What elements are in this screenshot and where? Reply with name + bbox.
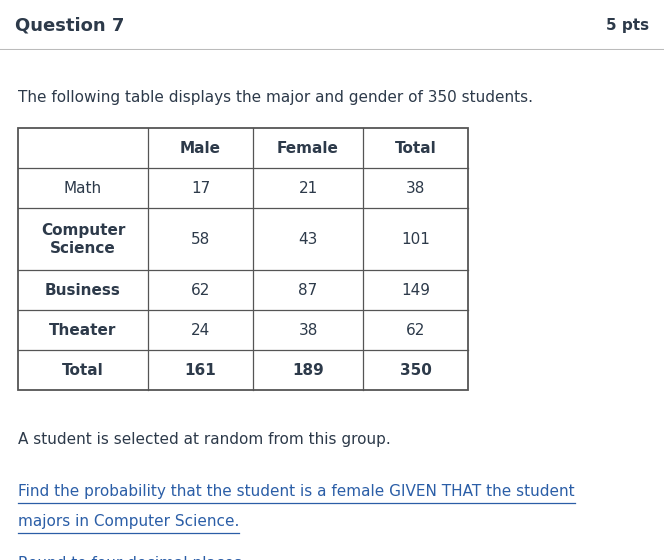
Text: The following table displays the major and gender of 350 students.: The following table displays the major a… xyxy=(18,90,533,105)
Text: 38: 38 xyxy=(406,181,425,196)
Bar xyxy=(18,128,468,390)
Text: 24: 24 xyxy=(191,323,210,338)
Text: 87: 87 xyxy=(298,283,317,298)
Text: Computer
Science: Computer Science xyxy=(41,223,125,255)
Text: 58: 58 xyxy=(191,232,210,247)
Text: Total: Total xyxy=(394,141,436,156)
Text: 350: 350 xyxy=(400,363,432,378)
Text: Total: Total xyxy=(62,363,104,378)
Text: 21: 21 xyxy=(298,181,317,196)
Text: Find the probability that the student is a female GIVEN THAT the student: Find the probability that the student is… xyxy=(18,484,574,500)
Text: A student is selected at random from this group.: A student is selected at random from thi… xyxy=(18,432,390,447)
Text: majors in Computer Science.: majors in Computer Science. xyxy=(18,515,240,529)
Text: 17: 17 xyxy=(191,181,210,196)
Text: Business: Business xyxy=(45,283,121,298)
Text: Math: Math xyxy=(64,181,102,196)
Text: Male: Male xyxy=(180,141,221,156)
Text: 62: 62 xyxy=(191,283,210,298)
Text: Question 7: Question 7 xyxy=(15,16,124,34)
Text: 101: 101 xyxy=(401,232,430,247)
Text: 43: 43 xyxy=(298,232,317,247)
Text: Round to four decimal places.: Round to four decimal places. xyxy=(18,557,247,560)
Text: 62: 62 xyxy=(406,323,425,338)
Text: 5 pts: 5 pts xyxy=(606,18,649,32)
Text: 189: 189 xyxy=(292,363,324,378)
Text: 38: 38 xyxy=(298,323,317,338)
Text: Theater: Theater xyxy=(49,323,117,338)
Text: 161: 161 xyxy=(185,363,216,378)
Text: Female: Female xyxy=(277,141,339,156)
Text: 149: 149 xyxy=(401,283,430,298)
